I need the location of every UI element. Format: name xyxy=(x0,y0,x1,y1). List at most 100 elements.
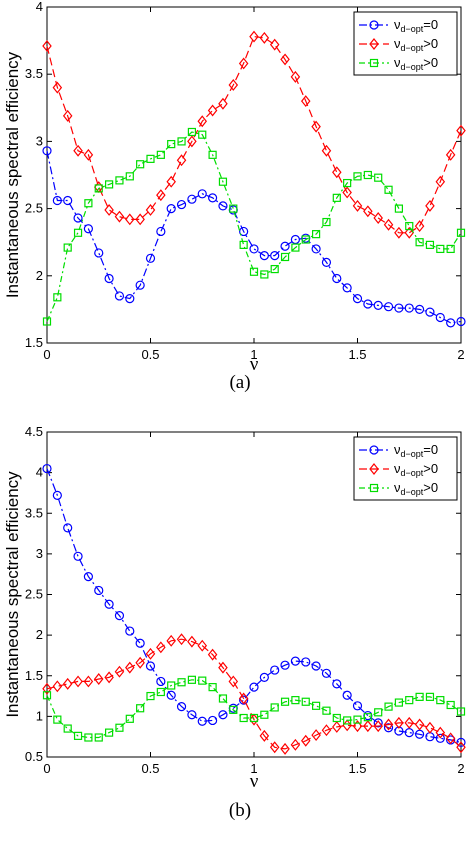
data-point xyxy=(176,702,187,712)
data-point xyxy=(187,135,197,148)
data-point xyxy=(73,144,83,157)
data-point xyxy=(369,483,379,493)
data-point xyxy=(311,661,321,671)
data-point xyxy=(94,184,103,193)
y-tick-label: 2 xyxy=(36,268,43,283)
data-point xyxy=(52,490,62,500)
data-point xyxy=(114,291,125,301)
legend-entry: νd−opt=0 xyxy=(359,442,438,459)
y-axis-label: Instantaneous spectral efficiency xyxy=(3,51,22,298)
data-point xyxy=(52,195,62,206)
data-point xyxy=(291,696,300,705)
data-point xyxy=(404,303,414,313)
data-point xyxy=(218,710,228,720)
y-axis-label: Instantaneous spectral efficiency xyxy=(3,471,22,718)
data-point xyxy=(322,217,331,227)
data-point xyxy=(394,226,404,239)
legend-label: νd−opt=0 xyxy=(394,442,438,459)
legend: νd−opt=0 νd−opt>0 νd−opt>0 xyxy=(353,11,458,76)
data-point xyxy=(104,273,114,284)
data-point xyxy=(145,203,156,216)
data-point xyxy=(404,716,415,729)
data-point xyxy=(312,230,321,239)
data-point xyxy=(229,705,238,714)
data-point xyxy=(394,204,403,213)
data-point xyxy=(415,238,424,247)
data-point xyxy=(208,683,217,692)
data-point xyxy=(176,154,187,167)
data-point xyxy=(197,115,208,128)
data-point xyxy=(73,551,83,561)
data-point xyxy=(208,193,218,203)
data-point xyxy=(445,732,456,745)
figure-caption: (a) xyxy=(229,372,250,393)
data-point xyxy=(187,194,197,204)
data-point xyxy=(342,186,352,199)
data-point xyxy=(229,204,238,213)
data-point xyxy=(62,109,73,122)
data-point xyxy=(405,221,414,231)
data-point xyxy=(228,78,239,91)
x-tick-label: 2 xyxy=(457,761,464,776)
legend-entry: νd−opt>0 xyxy=(359,36,438,53)
series-line xyxy=(46,679,462,739)
data-point xyxy=(280,53,290,66)
series-line xyxy=(46,638,462,750)
data-point xyxy=(135,638,145,648)
data-point xyxy=(332,193,341,202)
data-point xyxy=(146,154,155,163)
chart-a: 0 0.5 1 1.5 2 1.5 2 2.5 3 3.5 4 Instantaneous spect… xyxy=(3,0,466,393)
data-point xyxy=(374,173,383,182)
data-point xyxy=(249,267,259,276)
data-point xyxy=(94,733,103,742)
x-tick-label: 2 xyxy=(457,347,464,362)
data-point xyxy=(259,251,269,261)
data-point xyxy=(73,731,83,740)
data-point xyxy=(84,733,93,742)
data-point xyxy=(83,572,94,582)
data-point xyxy=(352,294,363,304)
data-point xyxy=(311,244,321,254)
data-point xyxy=(322,706,331,715)
data-point xyxy=(301,657,311,667)
data-point xyxy=(394,698,403,707)
y-tick-label: 3 xyxy=(36,546,43,561)
data-point xyxy=(84,199,93,208)
y-tick-label: 2 xyxy=(36,627,43,642)
legend-entry: νd−opt>0 xyxy=(359,55,438,72)
data-point xyxy=(145,647,156,660)
data-point xyxy=(280,660,290,670)
data-point xyxy=(384,185,393,194)
data-point xyxy=(115,176,124,185)
data-point xyxy=(94,585,104,596)
data-point xyxy=(369,445,379,455)
data-point xyxy=(104,599,114,609)
data-point xyxy=(249,30,259,43)
data-point xyxy=(259,729,270,742)
x-tick-label: 1 xyxy=(250,761,257,776)
data-point xyxy=(270,665,280,675)
data-point xyxy=(425,307,435,317)
data-point xyxy=(369,58,379,68)
data-point xyxy=(218,97,228,110)
data-point xyxy=(369,20,379,30)
data-point xyxy=(394,716,404,729)
series-line xyxy=(46,35,462,234)
data-point xyxy=(456,316,466,327)
x-axis-label: ν xyxy=(250,354,259,375)
data-point xyxy=(456,228,466,237)
chart-b: 0 0.5 1 1.5 20.511.522.533.544.5Instantaneou… xyxy=(3,424,466,821)
data-point xyxy=(280,252,290,262)
data-point xyxy=(156,641,166,654)
data-point xyxy=(145,253,156,263)
page-bottom-blank xyxy=(0,844,474,858)
data-point xyxy=(260,270,269,279)
data-point xyxy=(249,713,259,723)
data-point xyxy=(187,635,197,648)
data-point xyxy=(176,199,187,210)
data-point xyxy=(249,682,259,692)
data-point xyxy=(238,57,249,70)
y-tick-label: 0.5 xyxy=(25,749,43,764)
data-point xyxy=(63,523,73,533)
data-point xyxy=(136,160,145,169)
